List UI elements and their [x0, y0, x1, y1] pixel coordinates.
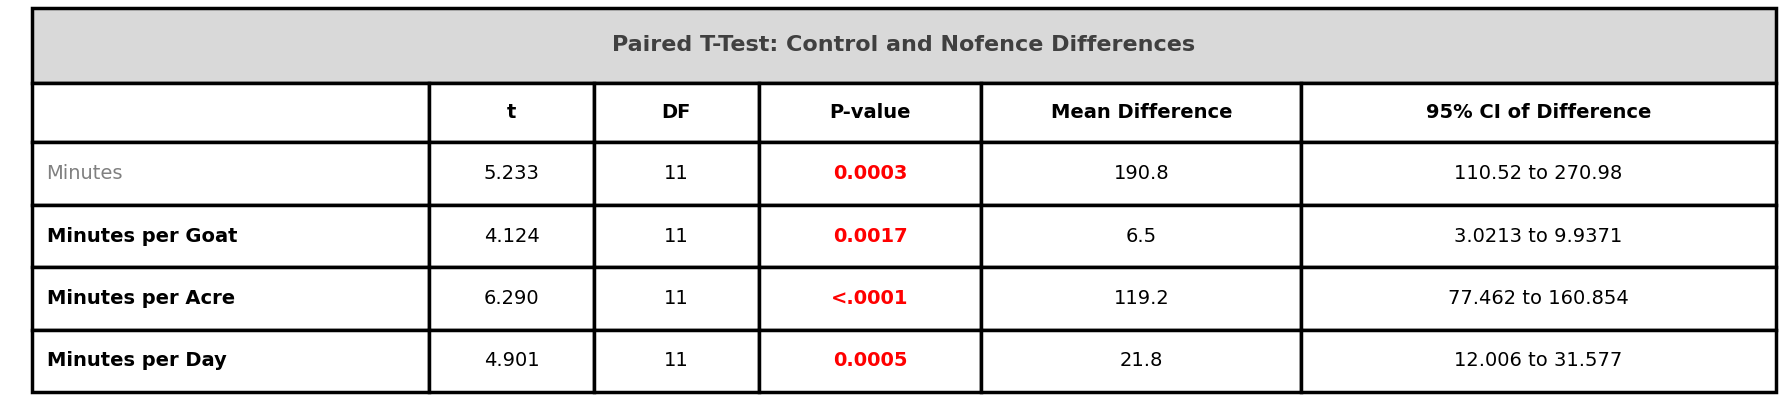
Text: 6.290: 6.290 — [483, 289, 538, 308]
Text: 11: 11 — [664, 289, 689, 308]
Text: Mean Difference: Mean Difference — [1050, 103, 1231, 122]
Bar — [32, 8, 1775, 83]
Bar — [980, 142, 1301, 205]
Bar — [980, 267, 1301, 330]
Text: 190.8: 190.8 — [1113, 164, 1168, 183]
Text: 21.8: 21.8 — [1118, 351, 1163, 370]
Bar — [32, 267, 429, 330]
Bar — [429, 267, 594, 330]
Text: <.0001: <.0001 — [830, 289, 909, 308]
Text: 12.006 to 31.577: 12.006 to 31.577 — [1453, 351, 1621, 370]
Text: 4.124: 4.124 — [483, 226, 538, 246]
Text: Minutes per Goat: Minutes per Goat — [47, 226, 236, 246]
Bar — [32, 83, 429, 142]
Text: 0.0003: 0.0003 — [832, 164, 907, 183]
Bar — [759, 142, 980, 205]
Bar — [1301, 330, 1775, 392]
Text: 3.0213 to 9.9371: 3.0213 to 9.9371 — [1453, 226, 1621, 246]
Bar — [1301, 83, 1775, 142]
Bar — [594, 330, 759, 392]
Text: 11: 11 — [664, 226, 689, 246]
Bar — [759, 267, 980, 330]
Bar — [980, 83, 1301, 142]
Bar — [594, 142, 759, 205]
Bar — [759, 83, 980, 142]
Text: Paired T-Test: Control and Nofence Differences: Paired T-Test: Control and Nofence Diffe… — [612, 36, 1195, 56]
Bar — [594, 267, 759, 330]
Text: 11: 11 — [664, 164, 689, 183]
Bar — [594, 205, 759, 267]
Bar — [32, 330, 429, 392]
Text: 77.462 to 160.854: 77.462 to 160.854 — [1447, 289, 1628, 308]
Text: 119.2: 119.2 — [1113, 289, 1168, 308]
Bar — [429, 205, 594, 267]
Text: P-value: P-value — [828, 103, 911, 122]
Text: 110.52 to 270.98: 110.52 to 270.98 — [1453, 164, 1621, 183]
Text: DF: DF — [662, 103, 691, 122]
Bar — [429, 142, 594, 205]
Bar — [1301, 205, 1775, 267]
Bar — [980, 330, 1301, 392]
Text: 95% CI of Difference: 95% CI of Difference — [1424, 103, 1649, 122]
Text: Minutes: Minutes — [47, 164, 123, 183]
Text: 4.901: 4.901 — [483, 351, 538, 370]
Bar — [32, 142, 429, 205]
Text: 5.233: 5.233 — [483, 164, 538, 183]
Bar — [429, 330, 594, 392]
Bar — [980, 205, 1301, 267]
Text: Minutes per Acre: Minutes per Acre — [47, 289, 234, 308]
Bar — [1301, 142, 1775, 205]
Text: Minutes per Day: Minutes per Day — [47, 351, 225, 370]
Text: t: t — [506, 103, 515, 122]
Text: 0.0005: 0.0005 — [832, 351, 907, 370]
Text: 0.0017: 0.0017 — [832, 226, 907, 246]
Bar — [429, 83, 594, 142]
Bar — [1301, 267, 1775, 330]
Bar — [594, 83, 759, 142]
Text: 6.5: 6.5 — [1125, 226, 1156, 246]
Bar — [759, 205, 980, 267]
Bar — [759, 330, 980, 392]
Bar — [32, 205, 429, 267]
Text: 11: 11 — [664, 351, 689, 370]
